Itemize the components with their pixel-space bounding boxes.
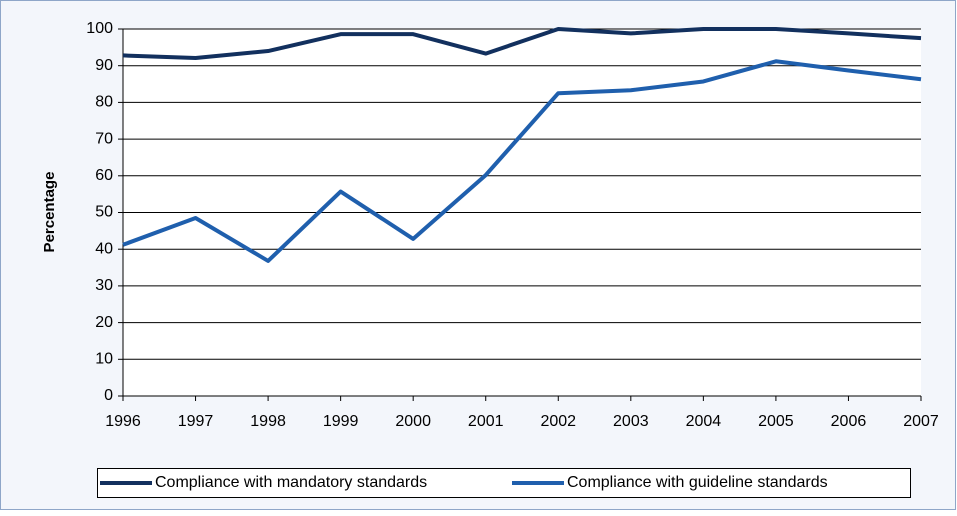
- y-tick-label: 30: [95, 277, 113, 294]
- x-tick-label: 2006: [831, 413, 867, 430]
- x-tick-label: 1996: [105, 413, 141, 430]
- data-line: [122, 27, 922, 60]
- data-line: [122, 59, 922, 263]
- y-tick-label: 60: [95, 167, 113, 184]
- y-tick-label: 40: [95, 240, 113, 257]
- y-tick-label: 10: [95, 351, 113, 368]
- y-tick-label: 100: [86, 20, 113, 37]
- legend-label: Compliance with guideline standards: [567, 474, 828, 491]
- x-tick-label: 2007: [903, 413, 939, 430]
- x-tick-label: 1999: [323, 413, 359, 430]
- x-tick-label: 2001: [468, 413, 504, 430]
- x-tick-label: 2004: [686, 413, 722, 430]
- legend: [97, 468, 911, 498]
- x-tick-label: 1997: [178, 413, 214, 430]
- y-tick-label: 50: [95, 204, 113, 221]
- y-tick-label: 0: [104, 387, 113, 404]
- x-tick-label: 2002: [540, 413, 576, 430]
- y-tick-label: 20: [95, 314, 113, 331]
- y-tick-label: 70: [95, 130, 113, 147]
- y-tick-label: 80: [95, 94, 113, 111]
- x-tick-label: 1998: [250, 413, 286, 430]
- x-tick-label: 2005: [758, 413, 794, 430]
- y-tick-label: 90: [95, 57, 113, 74]
- x-tick-label: 2000: [395, 413, 431, 430]
- x-tick-label: 2003: [613, 413, 649, 430]
- y-axis-title: Percentage: [41, 172, 58, 253]
- legend-label: Compliance with mandatory standards: [155, 474, 427, 491]
